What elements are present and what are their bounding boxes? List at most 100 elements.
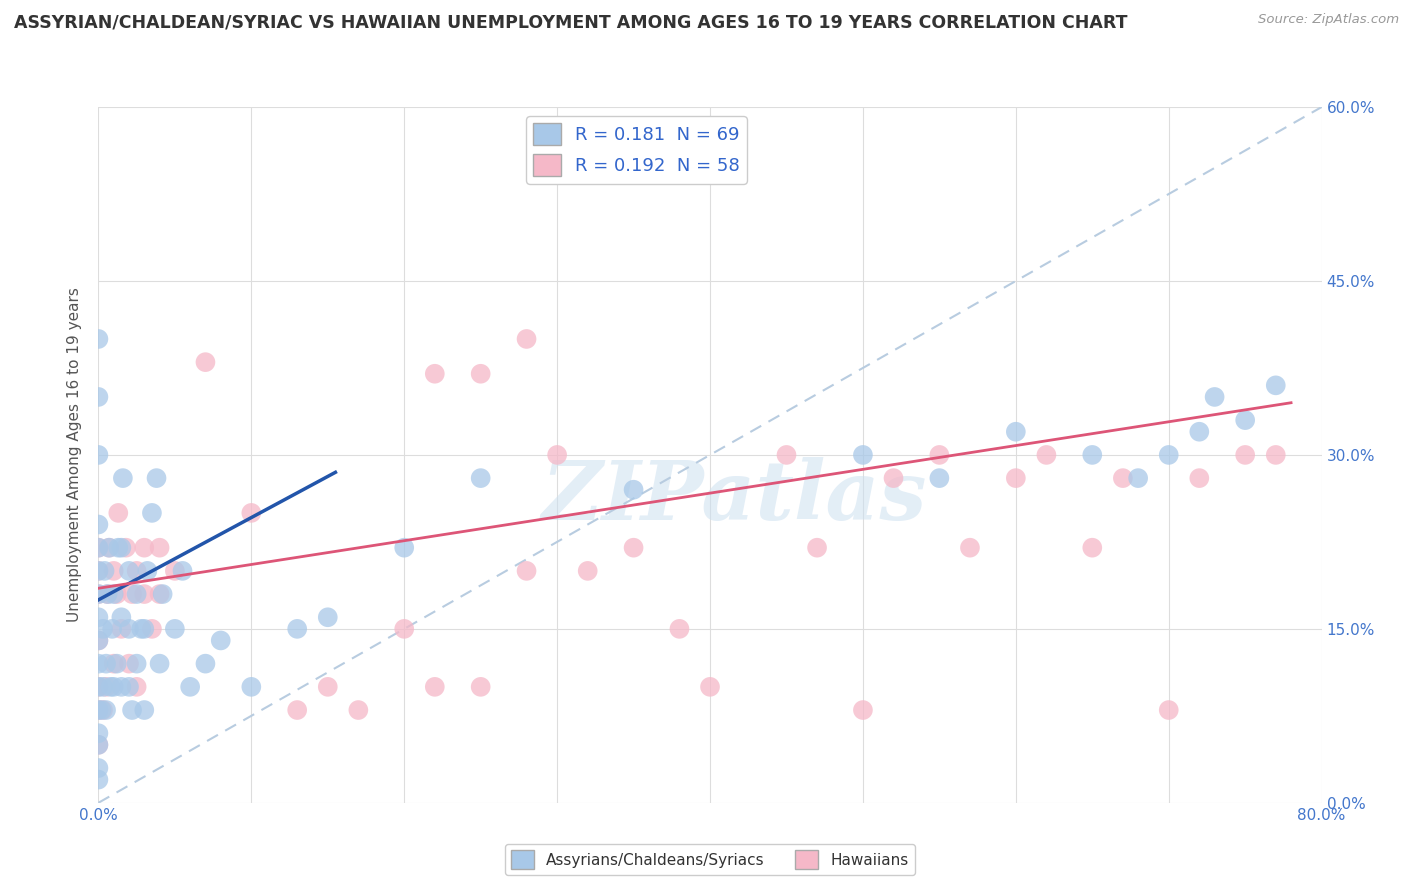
Point [87, 738, 110, 752]
Point [1004, 425, 1026, 439]
Legend: Assyrians/Chaldeans/Syriacs, Hawaiians: Assyrians/Chaldeans/Syriacs, Hawaiians [505, 845, 915, 875]
Point [806, 541, 828, 555]
Point [87, 564, 110, 578]
Point [87, 541, 110, 555]
Point [1128, 471, 1150, 485]
Point [121, 587, 143, 601]
Point [470, 367, 492, 381]
Point [87, 610, 110, 624]
Point [125, 564, 148, 578]
Point [1004, 471, 1026, 485]
Point [149, 587, 172, 601]
Point [94, 703, 117, 717]
Point [136, 564, 159, 578]
Point [121, 703, 143, 717]
Point [1157, 703, 1180, 717]
Point [392, 622, 416, 636]
Point [87, 680, 110, 694]
Point [125, 657, 148, 671]
Point [775, 448, 797, 462]
Point [623, 483, 645, 497]
Point [194, 657, 217, 671]
Point [110, 622, 132, 636]
Point [87, 738, 110, 752]
Point [209, 633, 232, 648]
Point [87, 633, 110, 648]
Point [347, 703, 370, 717]
Point [87, 772, 110, 787]
Point [98, 541, 121, 555]
Text: Source: ZipAtlas.com: Source: ZipAtlas.com [1258, 13, 1399, 27]
Point [118, 680, 141, 694]
Point [470, 471, 492, 485]
Point [194, 355, 217, 369]
Point [163, 622, 186, 636]
Point [111, 471, 134, 485]
Point [110, 680, 132, 694]
Point [87, 587, 110, 601]
Point [129, 622, 152, 636]
Point [101, 622, 124, 636]
Point [145, 471, 167, 485]
Point [883, 471, 905, 485]
Point [240, 506, 263, 520]
Point [87, 332, 110, 346]
Point [87, 390, 110, 404]
Point [91, 622, 114, 636]
Point [1188, 471, 1211, 485]
Point [134, 703, 156, 717]
Point [423, 367, 446, 381]
Point [141, 622, 163, 636]
Point [91, 703, 114, 717]
Point [392, 541, 416, 555]
Point [423, 680, 446, 694]
Point [87, 703, 110, 717]
Point [97, 587, 120, 601]
Point [516, 332, 538, 346]
Point [516, 564, 538, 578]
Point [118, 622, 141, 636]
Point [152, 587, 174, 601]
Point [316, 680, 339, 694]
Point [149, 657, 172, 671]
Point [103, 680, 125, 694]
Text: ZIPatlas: ZIPatlas [541, 457, 927, 537]
Point [1112, 471, 1135, 485]
Point [105, 657, 128, 671]
Point [87, 517, 110, 532]
Point [107, 506, 129, 520]
Point [118, 564, 141, 578]
Point [110, 610, 132, 624]
Point [91, 680, 114, 694]
Text: ASSYRIAN/CHALDEAN/SYRIAC VS HAWAIIAN UNEMPLOYMENT AMONG AGES 16 TO 19 YEARS CORR: ASSYRIAN/CHALDEAN/SYRIAC VS HAWAIIAN UNE… [14, 13, 1128, 31]
Point [852, 448, 875, 462]
Point [285, 622, 308, 636]
Point [623, 541, 645, 555]
Point [125, 587, 148, 601]
Point [97, 587, 120, 601]
Point [1035, 448, 1057, 462]
Point [94, 657, 117, 671]
Point [134, 622, 156, 636]
Point [1234, 413, 1257, 427]
Point [87, 587, 110, 601]
Point [1264, 448, 1286, 462]
Point [107, 541, 129, 555]
Point [87, 541, 110, 555]
Point [1204, 390, 1226, 404]
Point [141, 506, 163, 520]
Point [1188, 425, 1211, 439]
Point [1081, 541, 1104, 555]
Point [105, 587, 128, 601]
Point [928, 448, 950, 462]
Point [134, 541, 156, 555]
Point [285, 703, 308, 717]
Point [87, 657, 110, 671]
Point [87, 703, 110, 717]
Point [163, 564, 186, 578]
Point [87, 448, 110, 462]
Point [546, 448, 568, 462]
Point [93, 564, 115, 578]
Point [118, 657, 141, 671]
Point [103, 657, 125, 671]
